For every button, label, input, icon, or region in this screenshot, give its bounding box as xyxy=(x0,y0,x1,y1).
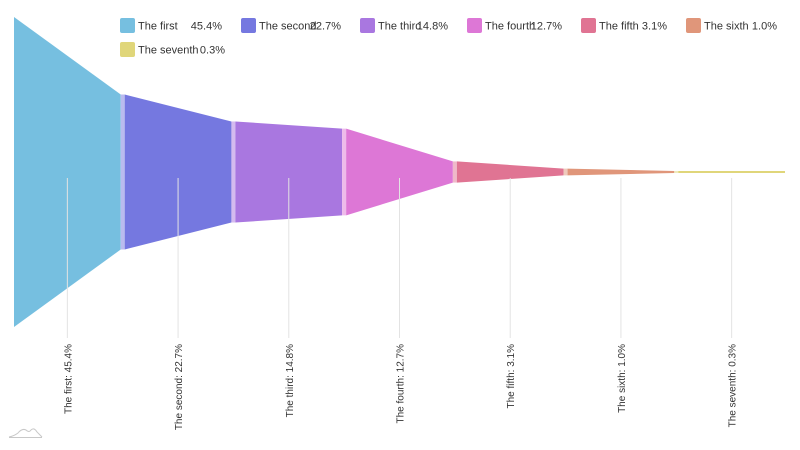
funnel-link-5 xyxy=(563,168,568,176)
funnel-slice-3[interactable] xyxy=(235,121,343,223)
legend-value-3: 14.8% xyxy=(417,21,448,33)
funnel-link-4 xyxy=(452,161,457,183)
funnel-slice-6[interactable] xyxy=(567,168,675,176)
legend-marker-7 xyxy=(120,42,135,57)
axis-label-1: The first: 45.4% xyxy=(63,344,74,414)
legend-marker-5 xyxy=(581,18,596,33)
funnel-slice-5[interactable] xyxy=(456,161,564,183)
funnel-slice-1[interactable] xyxy=(14,17,121,327)
legend-item-5[interactable]: The fifth 3.1% xyxy=(581,18,667,33)
legend-label-2: The second xyxy=(259,21,316,33)
legend-label-6: The sixth xyxy=(704,21,749,33)
funnel-link-6 xyxy=(674,170,679,174)
legend-marker-1 xyxy=(120,18,135,33)
legend-value-6: 1.0% xyxy=(752,21,777,33)
legend-value-4: 12.7% xyxy=(531,21,562,33)
axis-label-6: The sixth: 1.0% xyxy=(617,344,628,413)
funnel-slice-4[interactable] xyxy=(346,128,453,216)
legend-marker-4 xyxy=(467,18,482,33)
legend-marker-2 xyxy=(241,18,256,33)
axis-label-2: The second: 22.7% xyxy=(174,344,185,430)
legend-item-1[interactable]: The first 45.4% xyxy=(120,18,222,33)
legend-item-7[interactable]: The seventh 0.3% xyxy=(120,42,225,57)
funnel-link-1 xyxy=(120,94,125,250)
legend-value-2: 22.7% xyxy=(310,21,341,33)
category-axis: The first: 45.4% The second: 22.7% The thi… xyxy=(63,178,739,430)
legend-marker-3 xyxy=(360,18,375,33)
legend-value-5: 3.1% xyxy=(642,21,667,33)
legend-marker-6 xyxy=(686,18,701,33)
legend-value-7: 0.3% xyxy=(200,45,225,57)
legend-label-3: The third xyxy=(378,21,421,33)
legend-label-7: The seventh xyxy=(138,45,199,57)
legend-label-5: The fifth xyxy=(599,21,639,33)
chart-logo-icon xyxy=(8,428,43,438)
legend-item-6[interactable]: The sixth 1.0% xyxy=(686,18,777,33)
legend-label-4: The fourth xyxy=(485,21,535,33)
legend-label-1: The first xyxy=(138,21,178,33)
funnel-slice-2[interactable] xyxy=(124,94,232,250)
funnel-slices xyxy=(14,17,785,327)
funnel-link-3 xyxy=(342,128,347,216)
axis-label-4: The fourth: 12.7% xyxy=(396,344,407,424)
legend-value-1: 45.4% xyxy=(191,21,222,33)
axis-label-5: The fifth: 3.1% xyxy=(506,344,517,409)
funnel-link-2 xyxy=(231,121,236,223)
axis-label-7: The seventh: 0.3% xyxy=(728,344,739,427)
funnel-slice-7[interactable] xyxy=(678,170,785,174)
axis-label-3: The third: 14.8% xyxy=(285,344,296,417)
